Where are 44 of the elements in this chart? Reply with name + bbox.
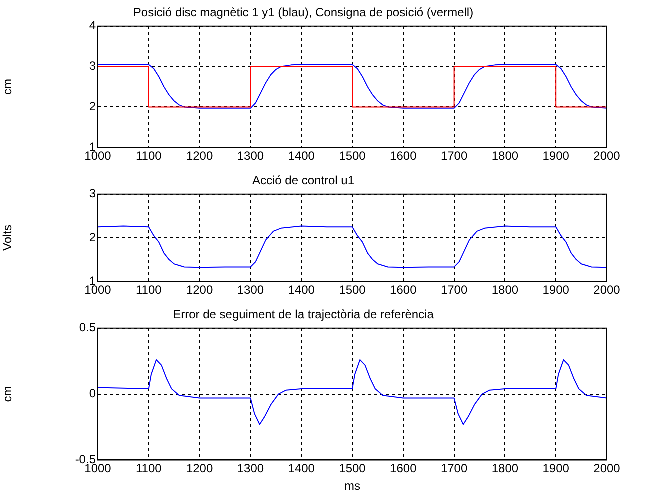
x-tick-label: 1500 <box>339 462 366 476</box>
x-tick-label: 1400 <box>288 462 316 476</box>
y-tick-label: 0 <box>89 386 96 401</box>
x-tick-label: 1600 <box>390 462 418 476</box>
x-tick-label: 1100 <box>136 149 162 164</box>
x-tick-label: 1900 <box>542 462 570 476</box>
x-tick-label: 1300 <box>237 462 264 476</box>
x-tick-label: 1600 <box>390 149 418 164</box>
y-tick-label: 0.5 <box>79 320 96 335</box>
x-tick-label: 1400 <box>288 149 316 164</box>
y-axis-title: Volts <box>0 224 15 252</box>
y-tick-label: 2 <box>89 230 96 244</box>
x-tick-label: 2000 <box>594 149 621 164</box>
x-tick-label: 1700 <box>440 462 468 476</box>
chart-title: Posició disc magnètic 1 y1 (blau), Consigna de posició (vermell) <box>133 6 474 20</box>
x-tick-label: 1800 <box>492 462 519 476</box>
y-tick-label: 2 <box>89 100 96 114</box>
x-tick-label: 1100 <box>136 462 162 476</box>
chart-title: Error de seguiment de la trajectòria de referència <box>173 308 434 322</box>
x-tick-label: 1100 <box>136 283 162 298</box>
x-tick-label: 1500 <box>339 149 366 164</box>
x-tick-label: 1900 <box>542 283 570 298</box>
y-tick-label: 3 <box>89 59 96 74</box>
x-tick-label: 1800 <box>492 149 519 164</box>
x-tick-label: 1600 <box>390 283 418 298</box>
y-axis-title: cm <box>0 386 15 402</box>
x-tick-label: 2000 <box>594 462 621 476</box>
x-tick-label: 1800 <box>492 283 519 298</box>
x-tick-label: 1700 <box>440 149 468 164</box>
x-tick-label: 1200 <box>186 149 214 164</box>
y-axis-title: cm <box>0 79 15 95</box>
x-axis-title: ms <box>344 479 360 494</box>
x-tick-label: 2000 <box>594 283 621 298</box>
x-tick-label: 1200 <box>186 462 214 476</box>
x-tick-label: 1200 <box>186 283 214 298</box>
chart-title: Acció de control u1 <box>252 174 355 188</box>
x-tick-label: 1700 <box>440 283 468 298</box>
x-tick-label: 1300 <box>237 283 264 298</box>
x-tick-label: 1900 <box>542 149 570 164</box>
x-tick-label: 1400 <box>288 283 316 298</box>
y-tick-label: 3 <box>89 186 96 201</box>
x-tick-label: 1500 <box>339 283 366 298</box>
y-tick-label: 4 <box>89 18 96 33</box>
x-tick-label: 1300 <box>237 149 264 164</box>
